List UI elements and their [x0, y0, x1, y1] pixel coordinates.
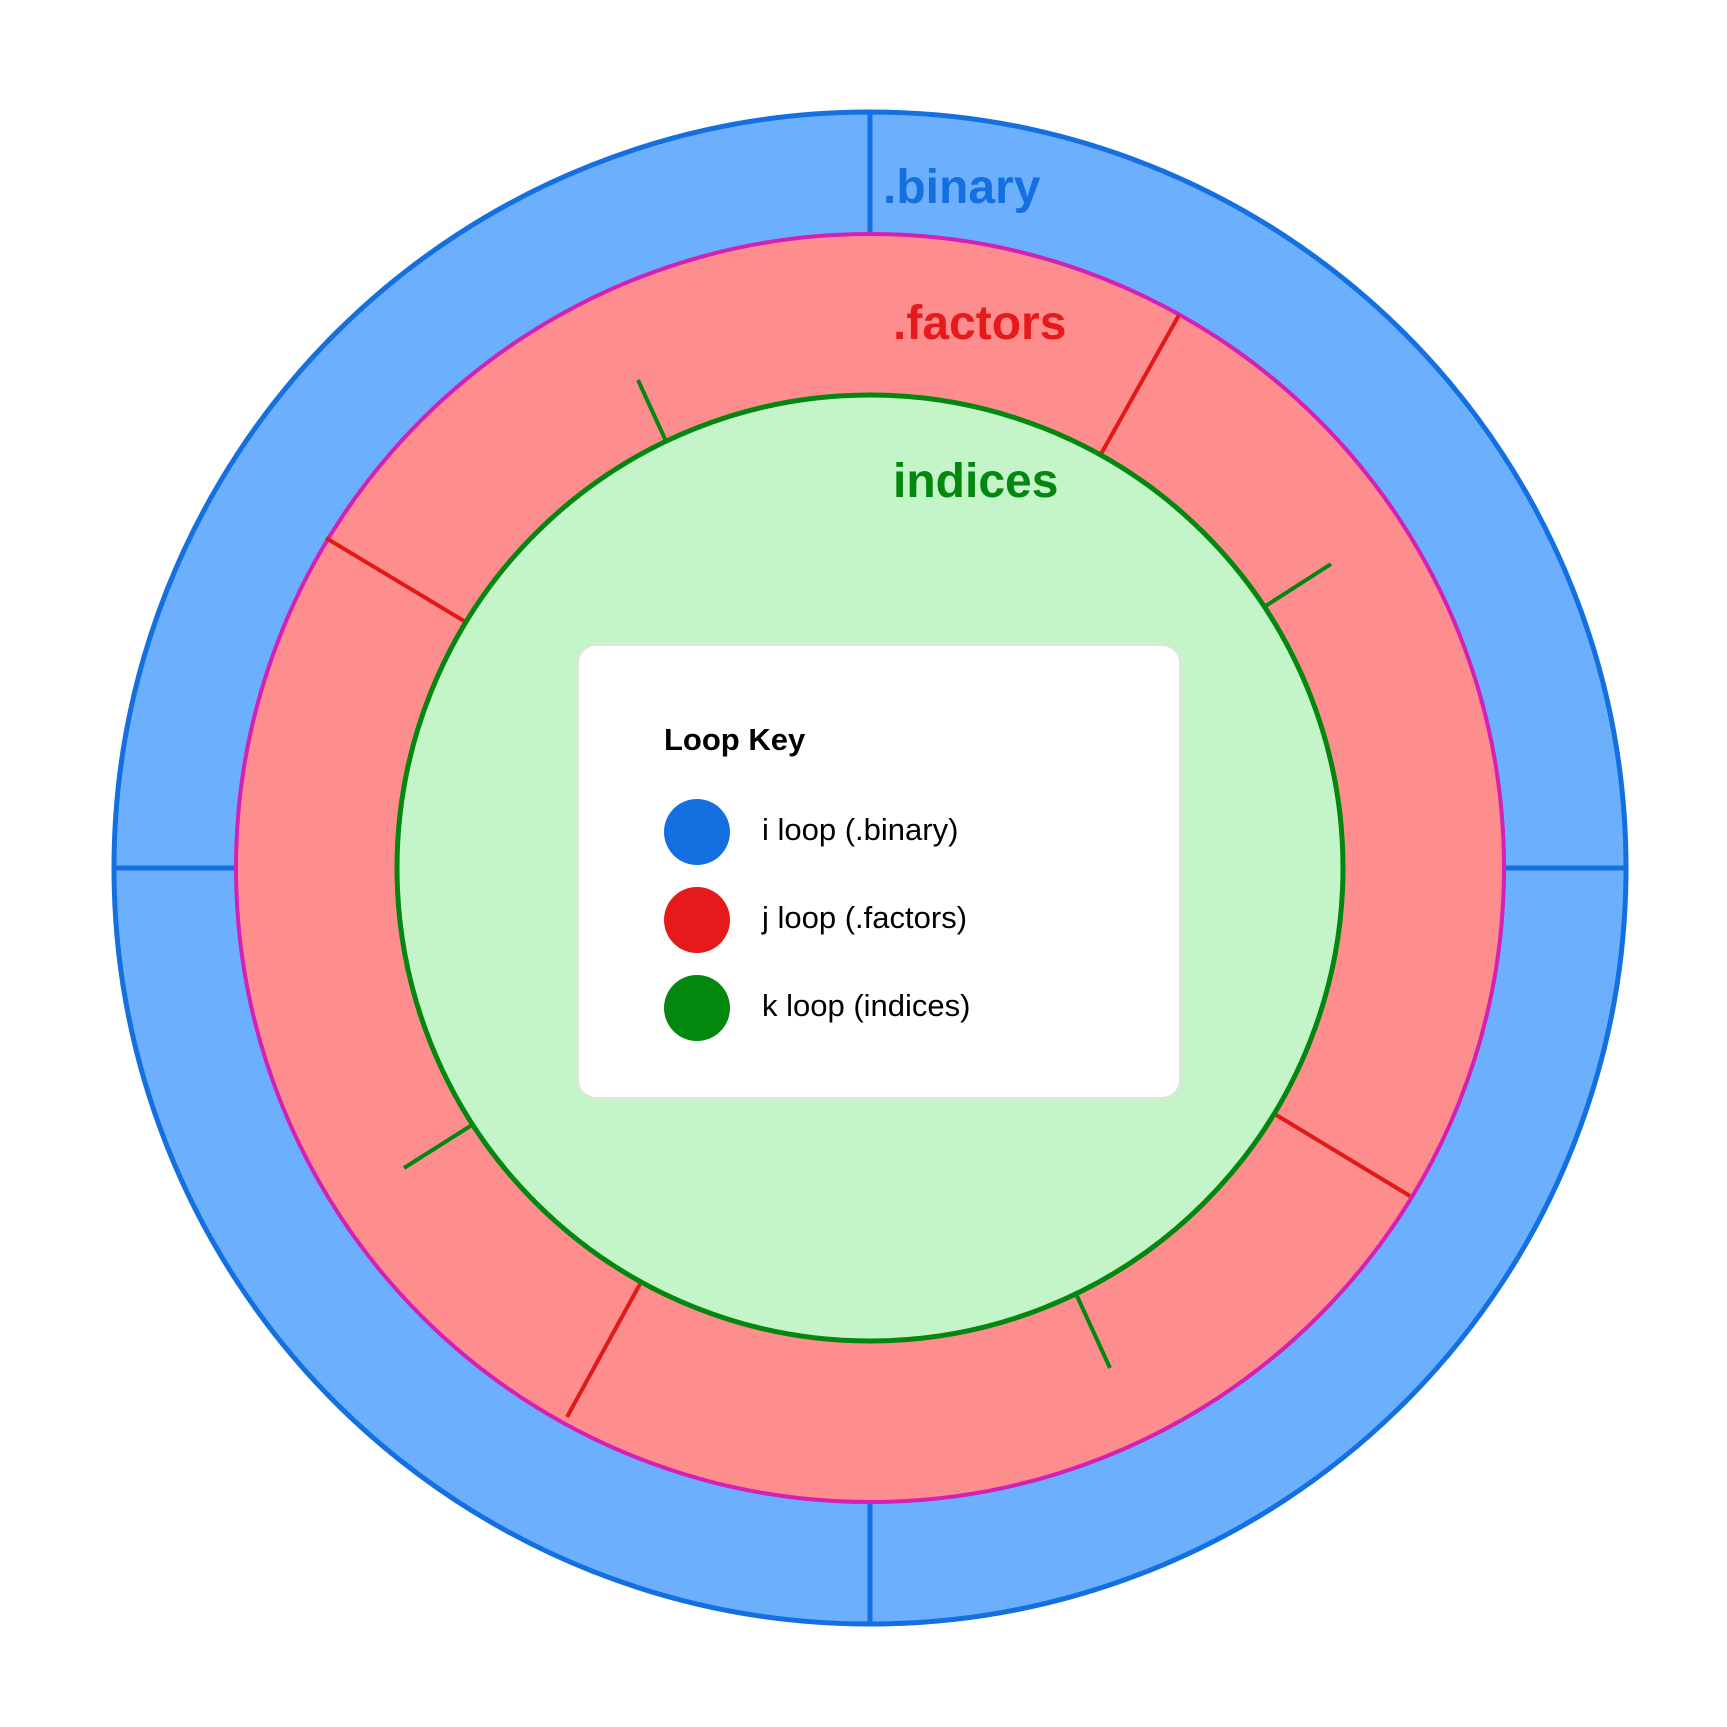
key-label-j-loop: j loop (.factors)	[761, 900, 967, 935]
middle-divider	[1099, 314, 1181, 455]
inner-circle-ticks	[402, 379, 1333, 1369]
middle-ring-label: .factors	[893, 297, 1066, 350]
inner-tick	[402, 1123, 474, 1170]
middle-divider	[1271, 1111, 1412, 1198]
inner-circle-label: indices	[893, 455, 1058, 508]
middle-divider	[324, 536, 466, 623]
inner-tick	[1262, 562, 1333, 609]
inner-tick	[636, 379, 667, 440]
key-swatch-i-loop	[664, 799, 730, 865]
outer-ring-label: .binary	[883, 161, 1041, 214]
inner-tick	[1075, 1295, 1112, 1369]
middle-divider	[565, 1283, 642, 1418]
key-label-i-loop: i loop (.binary)	[762, 812, 958, 847]
key-swatch-j-loop	[664, 887, 730, 953]
loop-key-title: Loop Key	[664, 722, 806, 757]
loop-key: Loop Key i loop (.binary) j loop (.facto…	[577, 644, 1181, 1099]
key-swatch-k-loop	[664, 975, 730, 1041]
middle-ring-dividers	[324, 314, 1412, 1418]
loop-key-background	[577, 644, 1181, 1099]
key-label-k-loop: k loop (indices)	[762, 988, 970, 1023]
